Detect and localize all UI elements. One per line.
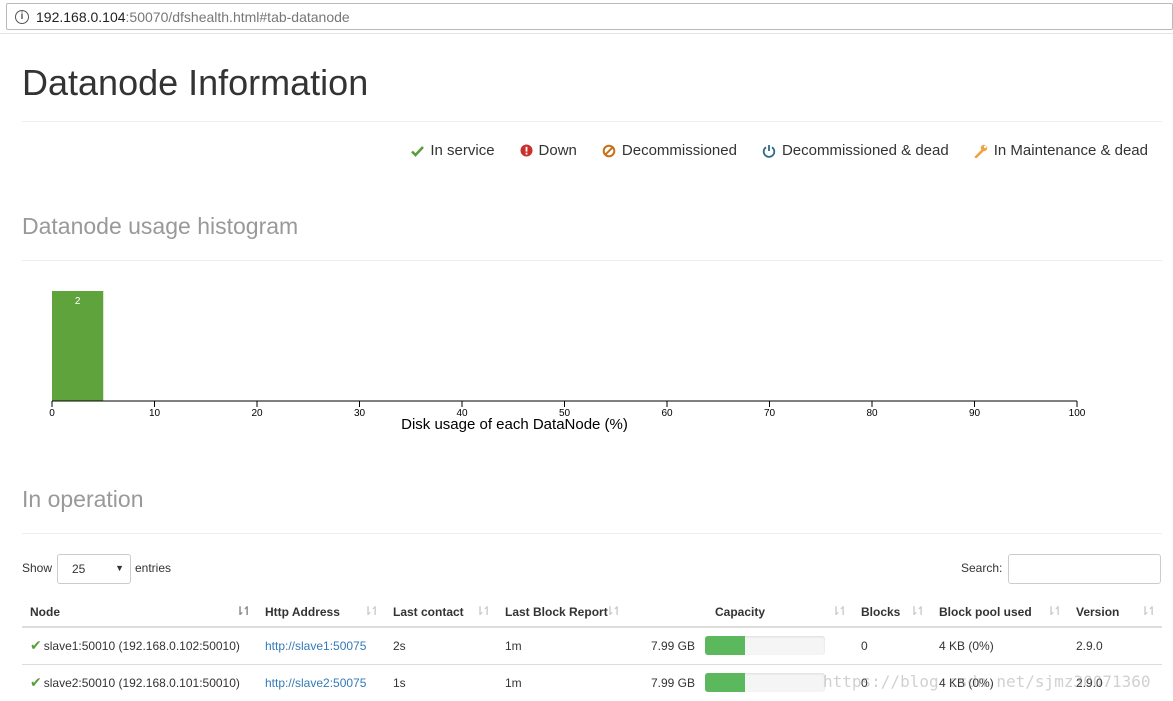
- exclamation-circle-icon: [520, 144, 533, 157]
- page-title: Datanode Information: [22, 62, 369, 103]
- x-tick-label: 0: [49, 408, 55, 419]
- sort-icon[interactable]: ⇂↿: [1139, 604, 1157, 618]
- x-tick-label: 10: [149, 408, 161, 419]
- blocks-cell: 0: [853, 627, 931, 665]
- column-header-http-address[interactable]: Http Address ⇂↿: [257, 597, 385, 628]
- legend-maintenance-dead: In Maintenance & dead: [974, 142, 1148, 159]
- histogram-bar: [52, 291, 104, 401]
- address-bar[interactable]: i 192.168.0.104:50070/dfshealth.html#tab…: [6, 3, 1173, 30]
- capacity-bar: [705, 673, 825, 692]
- ban-icon: [602, 144, 616, 157]
- status-legend: In service Down Decommissioned Decommiss…: [386, 142, 1148, 159]
- x-tick-label: 90: [969, 408, 981, 419]
- last-contact-cell: 1s: [385, 664, 497, 701]
- column-header-last-contact[interactable]: Last contact ⇂↿: [385, 597, 497, 628]
- node-cell: ✔ slave2:50010 (192.168.0.101:50010): [22, 664, 257, 701]
- column-header-node[interactable]: Node ⇂↿: [22, 597, 257, 628]
- table-header-row: Node ⇂↿ Http Address ⇂↿ Last contact ⇂↿ Las…: [22, 597, 1162, 628]
- x-tick-label: 60: [661, 408, 673, 419]
- block-pool-used-cell: 4 KB (0%): [931, 627, 1068, 665]
- capacity-bar-fill: [705, 673, 745, 692]
- check-icon: [411, 145, 425, 157]
- page-size-select[interactable]: 25 ▼: [57, 554, 131, 584]
- sort-icon[interactable]: ⇂↿: [908, 604, 926, 618]
- bar-count-label: 2: [75, 296, 81, 307]
- show-label: Show: [22, 561, 53, 575]
- page-size-value: 25: [72, 562, 86, 576]
- last-block-report-cell: 1m: [497, 627, 627, 665]
- histogram-divider: [22, 260, 1162, 261]
- toolbar-divider: [0, 33, 1173, 34]
- version-cell: 2.9.0: [1068, 627, 1162, 665]
- x-tick-label: 80: [866, 408, 878, 419]
- legend-in-service: In service: [411, 142, 495, 159]
- x-tick-label: 70: [764, 408, 776, 419]
- operation-divider: [22, 533, 1162, 534]
- sort-icon[interactable]: ⇂↿: [1045, 604, 1063, 618]
- x-tick-label: 40: [456, 408, 468, 419]
- caret-down-icon: ▼: [115, 563, 124, 573]
- last-contact-cell: 2s: [385, 627, 497, 665]
- http-address-cell: http://slave2:50075: [257, 664, 385, 701]
- http-address-link[interactable]: http://slave1:50075: [265, 638, 367, 653]
- sort-icon[interactable]: ⇂↿: [604, 604, 622, 618]
- x-tick-label: 100: [1069, 408, 1086, 419]
- check-icon: ✔: [30, 637, 42, 654]
- check-icon: ✔: [30, 674, 42, 690]
- column-header-capacity[interactable]: Capacity ⇂↿: [627, 597, 853, 628]
- version-cell: 2.9.0: [1068, 664, 1162, 701]
- histogram-heading: Datanode usage histogram: [22, 213, 299, 239]
- column-header-version[interactable]: Version ⇂↿: [1068, 597, 1162, 628]
- x-tick-label: 20: [251, 408, 263, 419]
- column-header-block-pool-used[interactable]: Block pool used ⇂↿: [931, 597, 1068, 628]
- datanode-table: Node ⇂↿ Http Address ⇂↿ Last contact ⇂↿ Las…: [22, 597, 1162, 701]
- watermark: https://blog.csdn.net/sjmz30071360: [823, 672, 1151, 691]
- capacity-cell: 7.99 GB: [627, 664, 853, 701]
- node-cell: ✔ slave1:50010 (192.168.0.102:50010): [22, 627, 257, 665]
- http-address-cell: http://slave1:50075: [257, 627, 385, 665]
- title-divider: [22, 121, 1162, 122]
- x-tick-label: 30: [354, 408, 366, 419]
- capacity-bar-fill: [705, 636, 745, 656]
- block-pool-used-cell: 4 KB (0%): [931, 664, 1068, 701]
- sort-icon[interactable]: ⇂↿: [830, 604, 848, 618]
- power-icon: [762, 144, 776, 158]
- legend-decommissioned-dead: Decommissioned & dead: [762, 142, 949, 159]
- info-icon[interactable]: i: [15, 9, 29, 24]
- legend-down: Down: [520, 142, 577, 159]
- legend-decommissioned: Decommissioned: [602, 142, 737, 159]
- column-header-blocks[interactable]: Blocks ⇂↿: [853, 597, 931, 628]
- table-row: ✔ slave2:50010 (192.168.0.101:50010) http…: [22, 664, 1162, 701]
- capacity-value: 7.99 GB: [650, 638, 695, 653]
- x-axis-label: Disk usage of each DataNode (%): [401, 416, 628, 433]
- http-address-link[interactable]: http://slave2:50075: [265, 675, 367, 690]
- wrench-icon: [974, 144, 987, 158]
- sort-icon[interactable]: ⇂↿: [362, 604, 380, 618]
- last-block-report-cell: 1m: [497, 664, 627, 701]
- column-header-last-block-report[interactable]: Last Block Report ⇂↿: [497, 597, 627, 628]
- sort-asc-icon[interactable]: ⇂↿: [234, 604, 252, 618]
- search-label: Search:: [961, 561, 1003, 575]
- url-text: 192.168.0.104:50070/dfshealth.html#tab-d…: [36, 8, 350, 25]
- table-row: ✔ slave1:50010 (192.168.0.102:50010) http…: [22, 627, 1162, 665]
- capacity-cell: 7.99 GB: [627, 627, 853, 665]
- operation-heading: In operation: [22, 486, 144, 512]
- x-tick-label: 50: [559, 408, 571, 419]
- capacity-bar: [705, 636, 825, 656]
- capacity-value: 7.99 GB: [650, 675, 695, 690]
- search-input[interactable]: [1008, 554, 1161, 584]
- sort-icon[interactable]: ⇂↿: [474, 604, 492, 618]
- entries-label: entries: [135, 561, 172, 575]
